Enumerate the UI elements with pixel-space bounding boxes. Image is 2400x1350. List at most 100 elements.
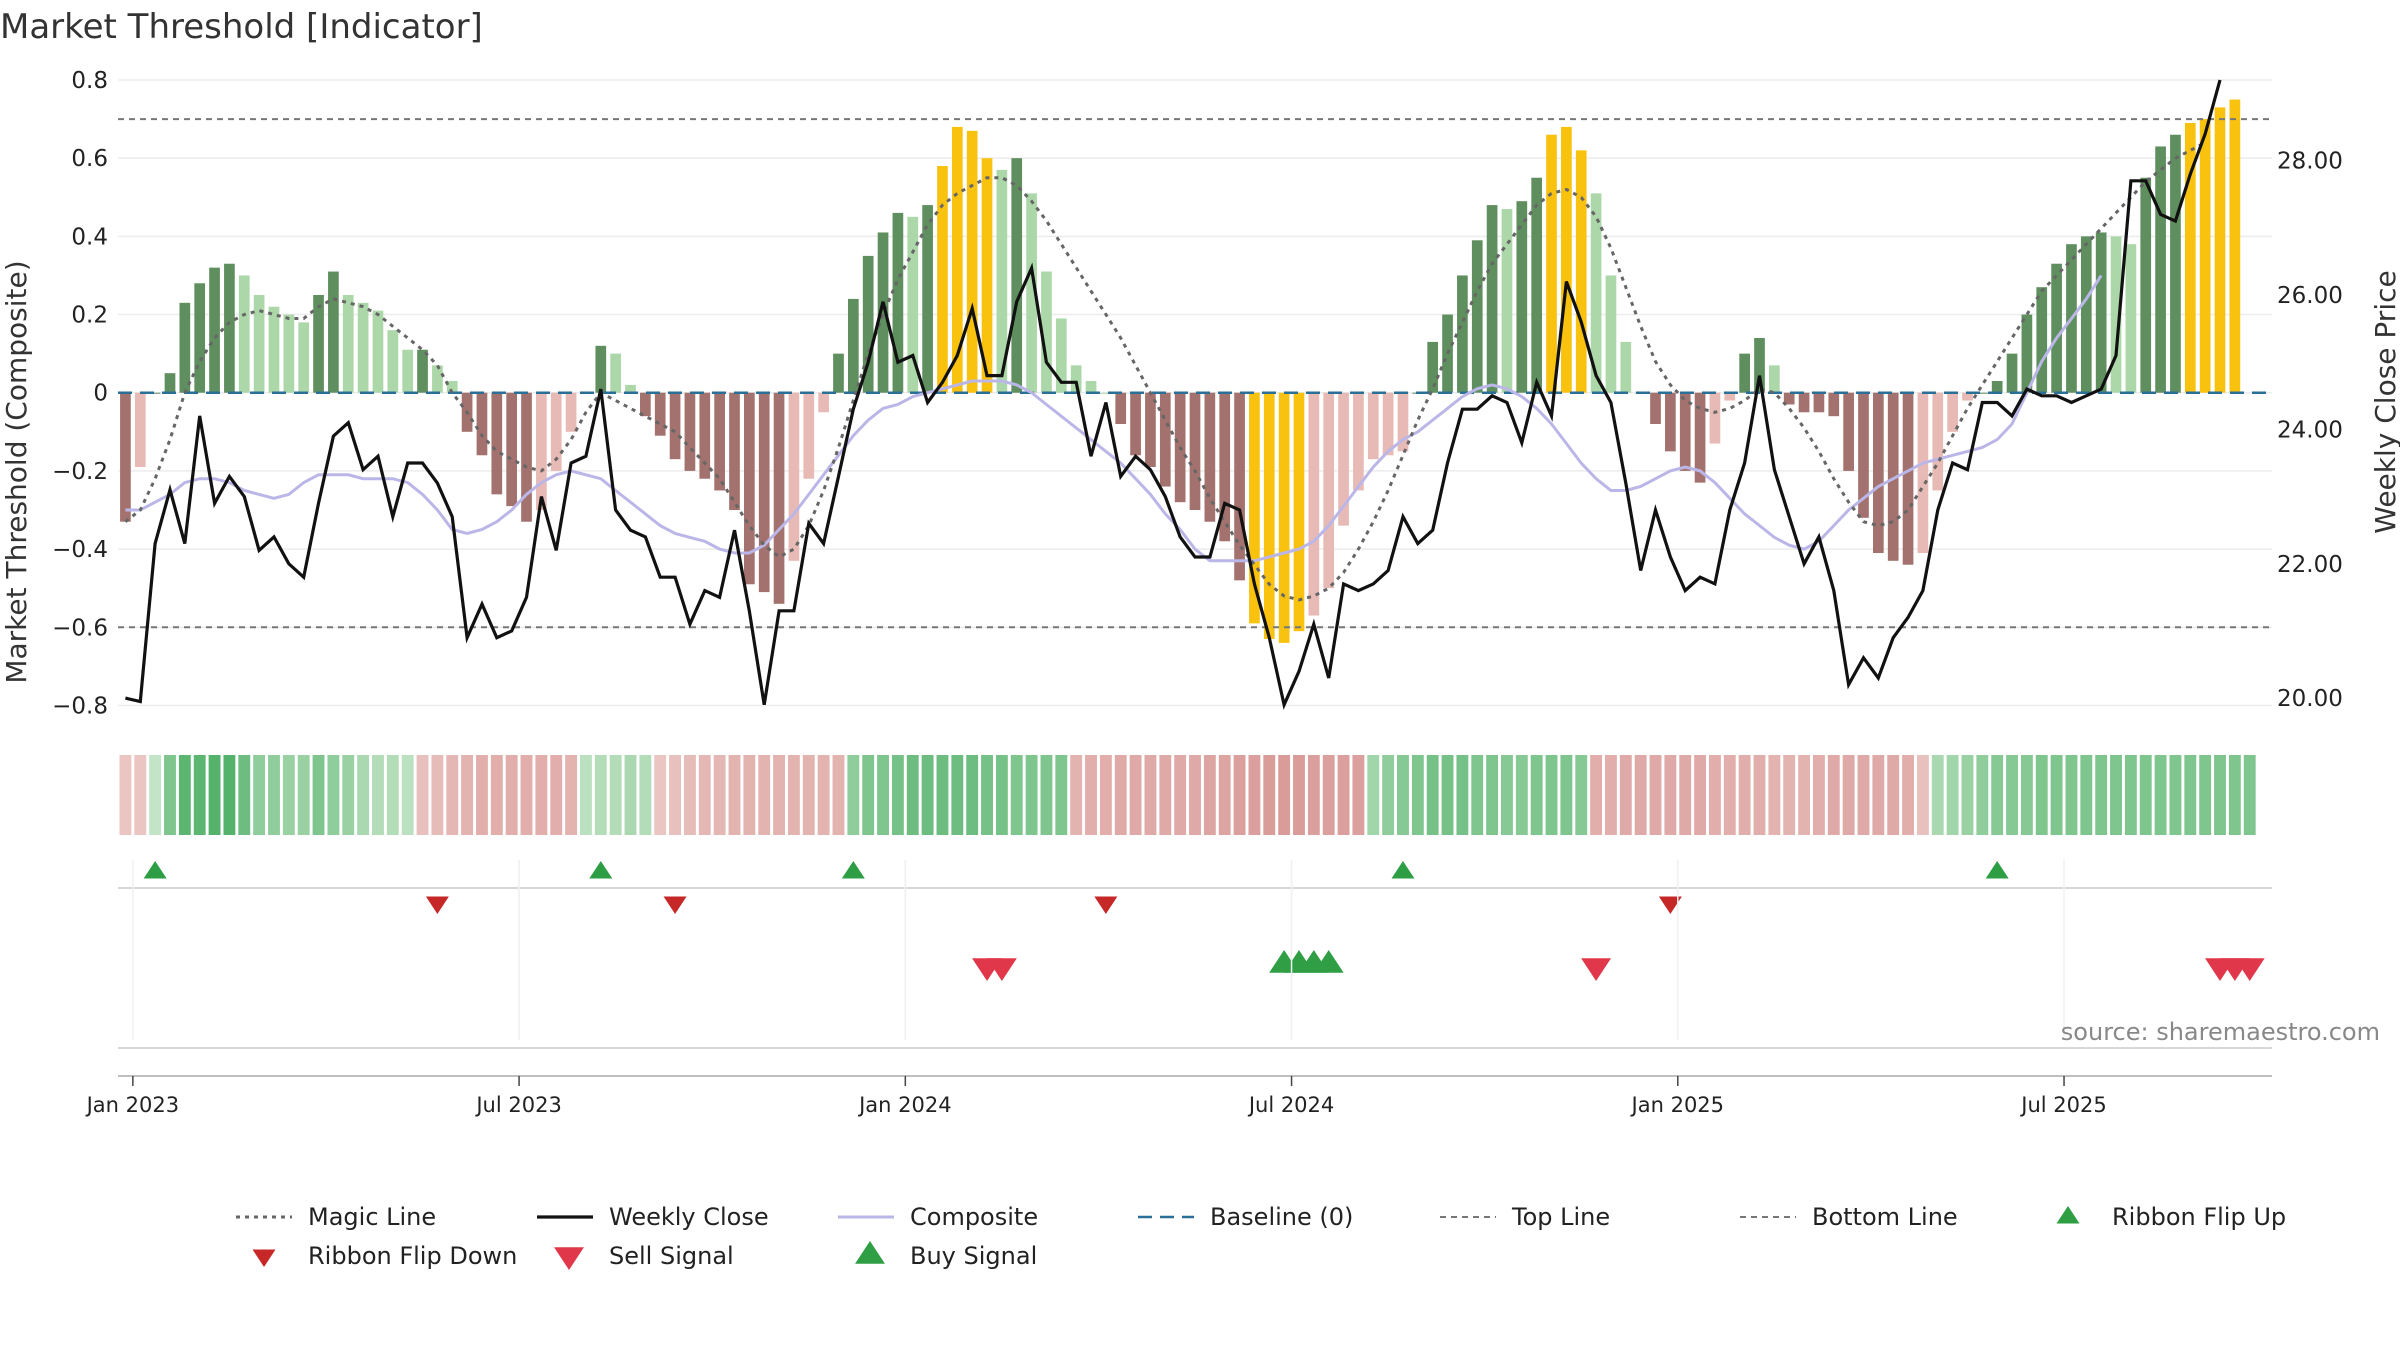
chart-title: Market Threshold [Indicator] xyxy=(0,7,483,47)
composite-bars xyxy=(120,99,2241,643)
x-tick-label: Jul 2023 xyxy=(474,1093,561,1117)
y-tick-label: −0.4 xyxy=(52,537,108,563)
legend-label-top: Top Line xyxy=(1511,1203,1610,1231)
y-tick-label: −0.6 xyxy=(52,615,108,641)
legend-sell-swatch xyxy=(554,1247,584,1270)
ribbon-cell xyxy=(1471,755,1484,835)
ribbon-cell xyxy=(594,755,607,835)
composite-bar xyxy=(1798,392,1810,413)
ribbon-cell xyxy=(535,755,548,835)
composite-bar xyxy=(1486,205,1498,393)
x-axis: Jan 2023 Jul 2023 Jan 2024 Jul 2024 Jan 2025… xyxy=(85,860,2107,1117)
y2-tick-label: 24.00 xyxy=(2277,417,2343,443)
ribbon-cell xyxy=(1798,755,1811,835)
composite-bar xyxy=(1397,392,1409,452)
composite-bar xyxy=(951,126,963,393)
composite-bar xyxy=(536,392,547,510)
composite-bar xyxy=(313,295,324,393)
ribbon-flip-down-marker xyxy=(1094,896,1118,914)
composite-bar xyxy=(1516,201,1528,393)
ribbon-cell xyxy=(2169,755,2182,835)
ribbon-cell xyxy=(1634,755,1647,835)
legend-label-bottom: Bottom Line xyxy=(1812,1203,1958,1231)
composite-bar xyxy=(1189,392,1201,510)
composite-bar xyxy=(1650,392,1661,424)
ribbon-cell xyxy=(2214,755,2226,835)
ribbon-cell xyxy=(906,755,919,835)
composite-bar xyxy=(268,306,280,393)
ribbon-cell xyxy=(386,755,399,835)
composite-bar xyxy=(446,381,458,393)
ribbon-cell xyxy=(2065,755,2078,835)
composite-bar xyxy=(818,392,829,413)
ribbon-cell xyxy=(877,755,889,835)
ribbon-cell xyxy=(1456,755,1469,835)
ribbon-cell xyxy=(1337,755,1350,835)
composite-bar xyxy=(1085,381,1097,393)
ribbon-flip-up-marker xyxy=(841,861,865,879)
composite-bar xyxy=(1100,392,1112,394)
ribbon-cell xyxy=(2154,755,2167,835)
composite-bar xyxy=(1575,150,1587,393)
composite-bar xyxy=(1783,392,1795,405)
composite-bar xyxy=(1293,392,1305,632)
composite-bar xyxy=(2184,123,2196,393)
ribbon-cell xyxy=(1293,755,1305,835)
ribbon-cell xyxy=(1411,755,1424,835)
composite-bar xyxy=(1902,392,1914,565)
ribbon-cell xyxy=(505,755,518,835)
composite-bar xyxy=(2080,236,2092,393)
ribbon-cell xyxy=(342,755,355,835)
ribbon-cell xyxy=(683,755,696,835)
composite-bar xyxy=(1858,392,1869,518)
legend-flip-down-swatch xyxy=(252,1249,276,1267)
ribbon-cell xyxy=(1322,755,1335,835)
composite-bar xyxy=(1665,392,1676,452)
composite-bar xyxy=(357,302,369,393)
ribbon-flip-down-marker xyxy=(663,896,687,914)
composite-bar xyxy=(2170,134,2181,393)
buy-signal-marker xyxy=(1313,950,1344,973)
x-tick-label: Jan 2023 xyxy=(85,1093,180,1117)
ribbon-cell xyxy=(253,755,266,835)
ribbon-cell xyxy=(1590,755,1603,835)
ribbon-cell xyxy=(1916,755,1929,835)
ribbon-cell xyxy=(416,755,429,835)
composite-bar xyxy=(1813,392,1825,413)
ribbon-cell xyxy=(654,755,667,835)
composite-bar xyxy=(981,158,993,393)
ribbon-cell xyxy=(891,755,904,835)
composite-bar xyxy=(224,263,235,393)
composite-bar xyxy=(372,310,384,393)
ribbon-cell xyxy=(1248,755,1261,835)
y2-tick-label: 28.00 xyxy=(2277,149,2343,175)
ribbon-cell xyxy=(2139,755,2152,835)
ribbon-cell xyxy=(1679,755,1692,835)
ribbon-flip-down-marker xyxy=(1658,896,1682,914)
composite-bar xyxy=(1501,209,1513,393)
ribbon-cell xyxy=(817,755,830,835)
ribbon-cell xyxy=(1441,755,1454,835)
ribbon-cell xyxy=(1708,755,1721,835)
composite-bar xyxy=(743,392,755,585)
y2-axis-label: Weekly Close Price xyxy=(2369,270,2400,533)
composite-bar xyxy=(684,392,696,471)
ribbon-cell xyxy=(520,755,533,835)
ribbon-cell xyxy=(1753,755,1766,835)
ribbon-cell xyxy=(995,755,1008,835)
ribbon-flip-up-marker xyxy=(1985,861,2009,879)
ribbon-cell xyxy=(1946,755,1959,835)
magic-line xyxy=(124,141,2206,602)
composite-bar xyxy=(179,302,191,393)
composite-bar xyxy=(506,392,518,507)
composite-bar xyxy=(1070,365,1082,393)
ribbon-cell xyxy=(1426,755,1439,835)
composite-bar xyxy=(1976,392,1988,394)
composite-bar xyxy=(1962,392,1973,401)
composite-bar xyxy=(1694,392,1706,483)
ribbon-cell xyxy=(1560,755,1573,835)
ribbon-cell xyxy=(1649,755,1662,835)
x-tick-label: Jul 2024 xyxy=(1247,1093,1334,1117)
ribbon-cell xyxy=(134,755,147,835)
